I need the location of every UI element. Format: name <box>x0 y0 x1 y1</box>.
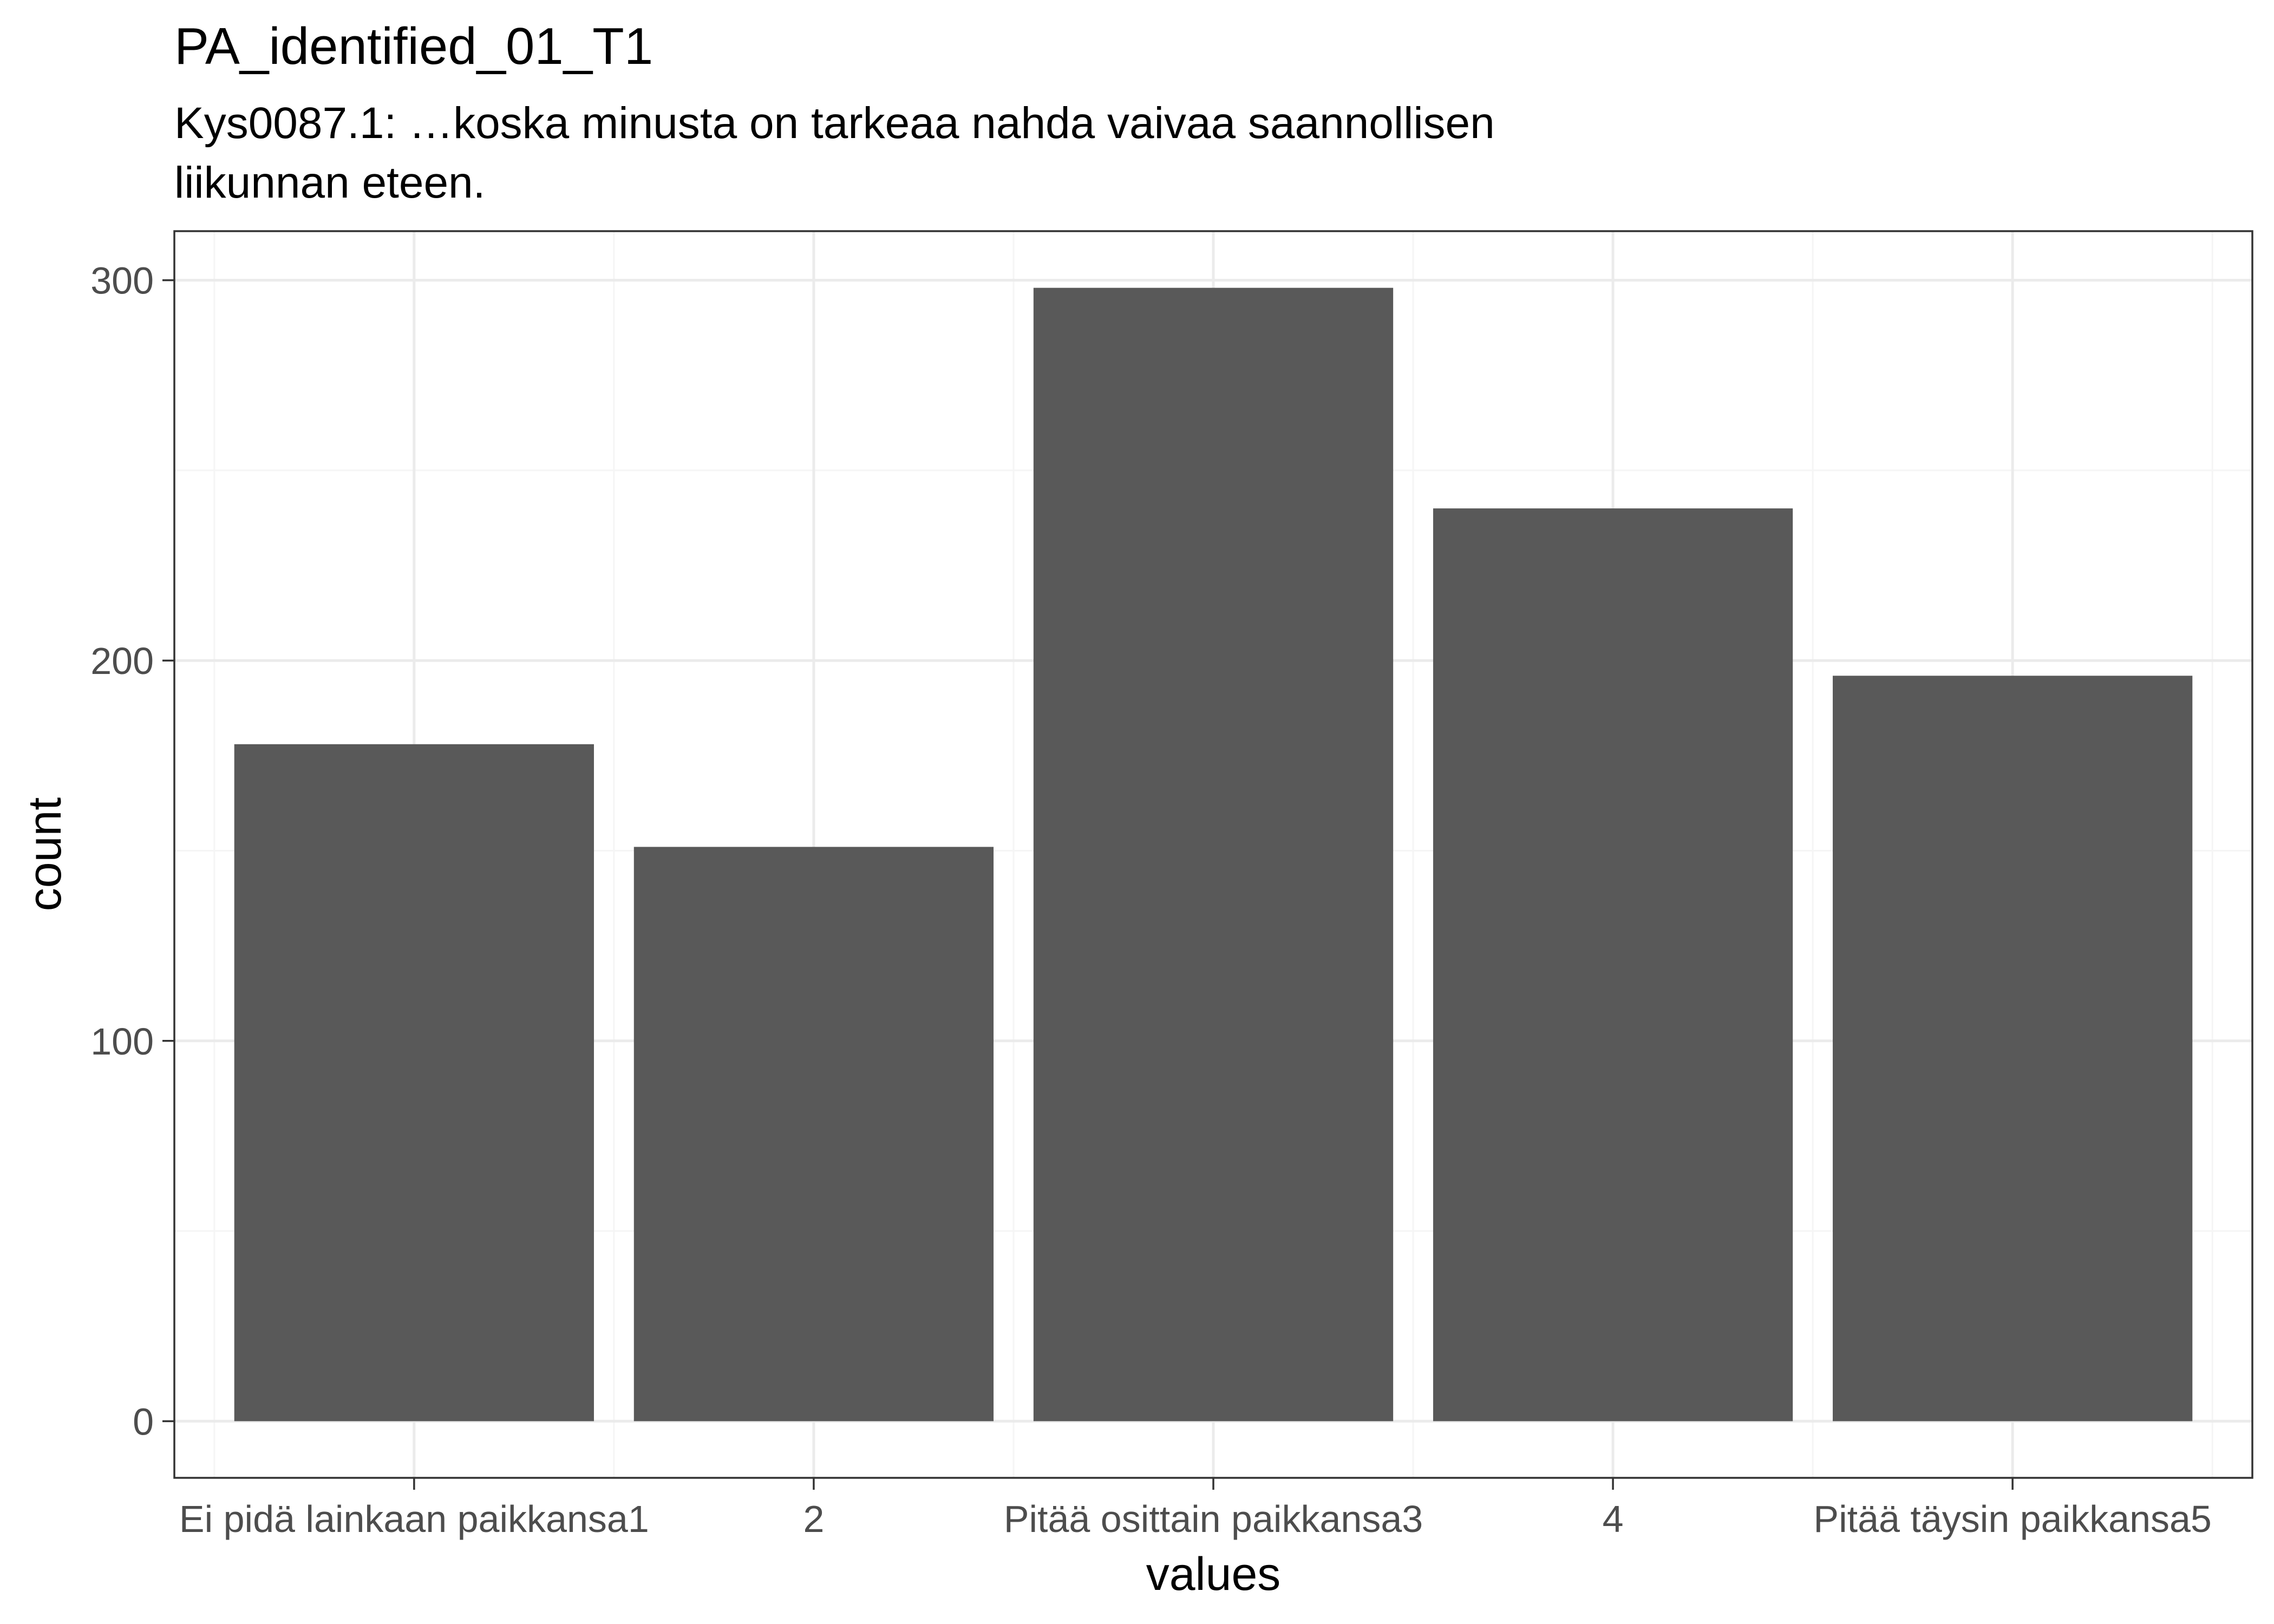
bar-5 <box>1833 676 2193 1422</box>
y-tick-label: 0 <box>133 1400 154 1443</box>
y-tick-label: 300 <box>90 260 154 302</box>
x-tick-label: 4 <box>1603 1498 1624 1540</box>
bar-4 <box>1433 508 1793 1422</box>
x-axis: Ei pidä lainkaan paikkansa1 2 Pitää ositta… <box>179 1478 2212 1540</box>
bar-1 <box>234 744 594 1422</box>
y-tick-label: 100 <box>90 1020 154 1063</box>
x-axis-title: values <box>1146 1548 1281 1600</box>
bars-layer <box>234 287 2193 1422</box>
chart-title: PA_identified_01_T1 <box>174 17 653 75</box>
x-tick-label: Pitää osittain paikkansa3 <box>1004 1498 1423 1540</box>
x-tick-label: Ei pidä lainkaan paikkansa1 <box>179 1498 649 1540</box>
x-tick-label: 2 <box>803 1498 824 1540</box>
y-axis: 0 100 200 300 <box>90 260 174 1443</box>
x-tick-label: Pitää täysin paikkansa5 <box>1813 1498 2211 1540</box>
chart-subtitle-line-2: liikunnan eteen. <box>174 158 485 207</box>
y-axis-title: count <box>19 797 71 911</box>
chart-subtitle-line-1: Kys0087.1: …koska minusta on tarkeaa nah… <box>174 99 1495 148</box>
bar-3 <box>1033 287 1394 1422</box>
bar-2 <box>633 847 994 1422</box>
y-tick-label: 200 <box>90 640 154 682</box>
